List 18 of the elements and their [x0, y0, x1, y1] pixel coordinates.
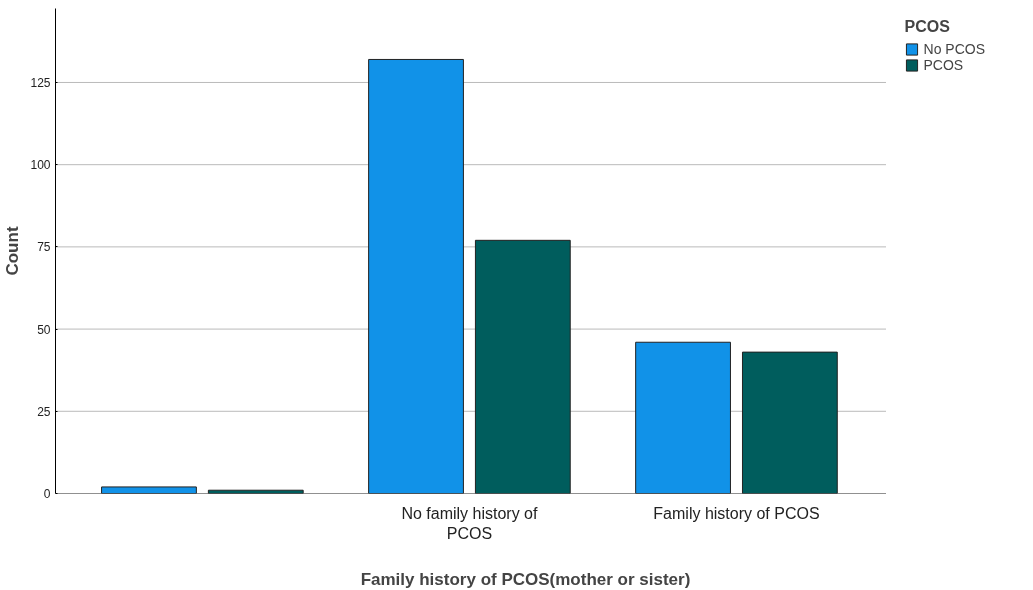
y-tick-label: 0: [43, 487, 51, 501]
y-tick-label: 125: [30, 75, 51, 90]
bar: [635, 341, 731, 494]
y-axis-title: Count: [3, 226, 23, 276]
bar: [741, 351, 838, 494]
x-tick-label: No family history of PCOS: [401, 504, 538, 542]
legend-label: No PCOS: [923, 41, 985, 57]
y-tick-label: 25: [37, 404, 51, 419]
legend-label: PCOS: [923, 57, 964, 73]
y-tick-label: 50: [37, 322, 51, 337]
legend-title: PCOS: [904, 18, 951, 36]
y-tick-label: 75: [37, 240, 51, 255]
bar: [101, 486, 197, 494]
y-tick-label: 100: [30, 158, 51, 173]
bar: [368, 58, 464, 494]
x-tick-label: Family history of PCOS: [653, 504, 820, 522]
x-axis-title: Family history of PCOS(mother or sister): [360, 569, 691, 589]
bar: [474, 239, 571, 494]
